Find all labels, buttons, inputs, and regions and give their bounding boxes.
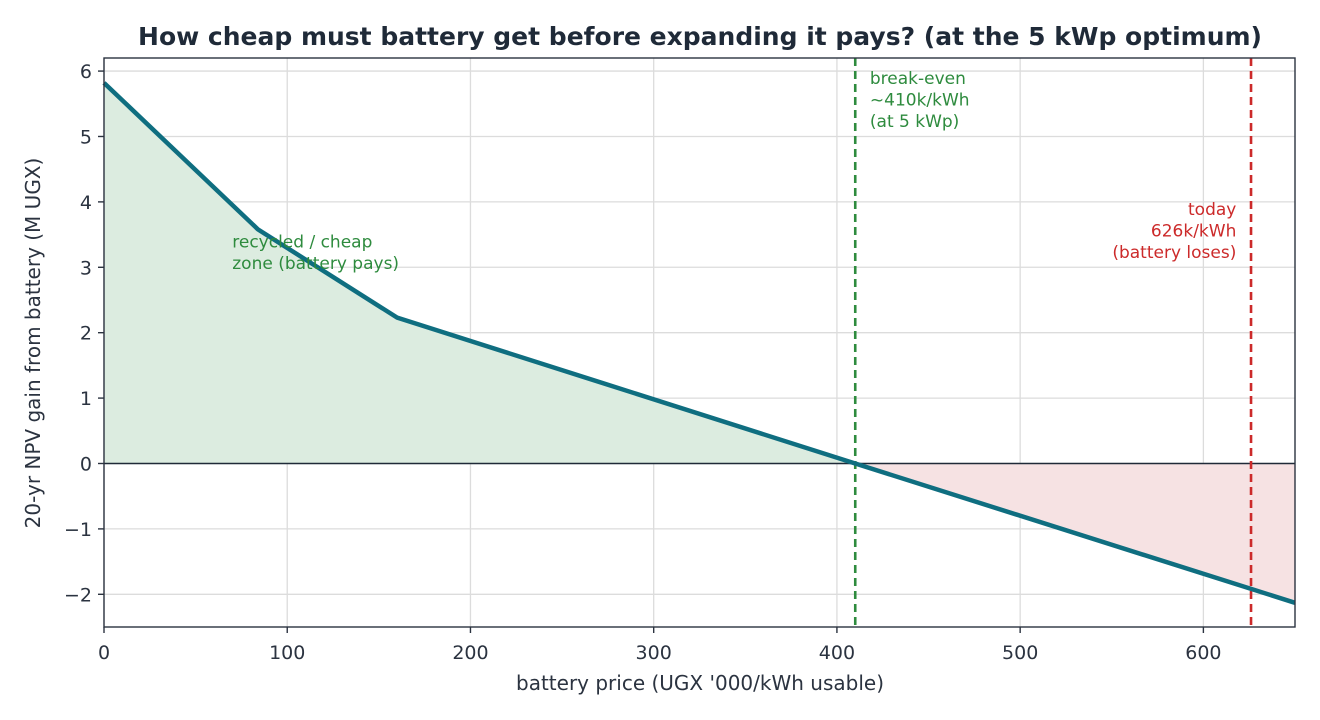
annotation-label: recycled / cheap zone (battery pays) [232,233,399,275]
x-tick-label: 0 [98,642,110,664]
x-axis-label: battery price (UGX '000/kWh usable) [516,671,884,695]
annotation-line: 626k/kWh [1151,221,1236,241]
y-tick-label: 4 [80,192,92,214]
y-tick-label: −2 [64,584,92,606]
y-tick-label: 5 [80,126,92,148]
plot-area: 0 100 200 300 400 500 600 −2 −1 0 1 2 3 4 5 6 break-even… [64,57,1296,664]
annotation-label: today 626k/kWh (battery loses) [1112,200,1236,263]
annotation-line: (battery loses) [1112,243,1236,263]
annotation-line: zone (battery pays) [232,254,399,274]
annotation-line: recycled / cheap [232,233,372,253]
y-tick-label: 0 [80,453,92,475]
x-tick-label: 100 [269,642,305,664]
y-tick-label: 3 [80,257,92,279]
annotation-line: (at 5 kWp) [870,112,959,132]
plot-frame [103,57,1296,628]
annotation-line: today [1188,200,1236,220]
x-tick-label: 400 [819,642,855,664]
y-tick-label: −1 [64,519,92,541]
y-tick-label: 6 [80,61,92,83]
x-tick-label: 600 [1185,642,1221,664]
chart-title: How cheap must battery get before expand… [138,22,1262,51]
y-tick-label: 1 [80,388,92,410]
annotation-line: break-even [870,69,966,89]
x-tick-label: 200 [452,642,488,664]
x-tick-label: 300 [636,642,672,664]
annotation-line: ~410k/kWh [870,91,970,111]
y-axis-label: 20-yr NPV gain from battery (M UGX) [21,158,45,529]
npv-gain-line [102,81,1296,605]
annotation-label: break-even ~410k/kWh (at 5 kWp) [870,69,970,132]
y-tick-label: 2 [80,323,92,345]
x-tick-label: 500 [1002,642,1038,664]
positive-gain-area [104,82,856,464]
